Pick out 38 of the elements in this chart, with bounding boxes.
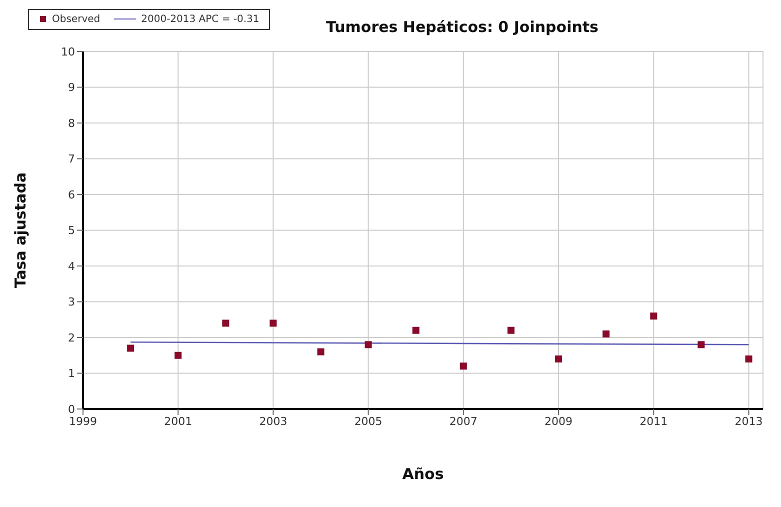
point	[317, 348, 324, 356]
y-tick-label: 2	[68, 331, 75, 344]
point	[650, 312, 658, 320]
point	[364, 341, 372, 348]
y-tick-label: 0	[68, 402, 75, 416]
legend-label: Observed	[51, 14, 100, 24]
x-axis-title: Años	[402, 465, 444, 483]
y-tick-label: 10	[61, 45, 75, 58]
x-tick-label: 2001	[164, 414, 192, 428]
point	[507, 326, 514, 334]
y-tick-label: 8	[68, 116, 75, 130]
y-tick-label: 7	[68, 152, 75, 166]
y-tick-label: 4	[68, 260, 75, 273]
point	[412, 326, 420, 334]
x-tick-label: 1999	[69, 414, 97, 428]
point	[127, 344, 134, 352]
x-tick-label: 2009	[544, 414, 573, 428]
point	[698, 341, 705, 348]
point	[270, 320, 277, 327]
chart-title: Tumores Hepáticos: 0 Joinpoints	[326, 18, 598, 36]
point	[222, 320, 230, 327]
point	[602, 330, 610, 338]
x-tick-label: 2007	[449, 414, 478, 428]
point	[555, 355, 562, 362]
y-tick-label: 6	[68, 188, 75, 202]
point	[174, 352, 182, 359]
y-tick-label: 9	[68, 81, 75, 94]
x-tick-label: 2005	[354, 414, 382, 428]
y-axis-title: Tasa ajustada	[11, 172, 30, 288]
y-tick-label: 3	[68, 296, 75, 309]
x-tick-label: 2013	[734, 414, 763, 428]
y-tick-label: 1	[68, 367, 75, 380]
y-tick-label: 5	[68, 224, 75, 238]
point	[460, 362, 467, 370]
x-tick-label: 2003	[259, 414, 288, 428]
legend-label: 2000-2013 APC = -0.31	[140, 14, 260, 24]
x-tick-label: 2011	[640, 414, 668, 428]
point	[745, 355, 752, 362]
